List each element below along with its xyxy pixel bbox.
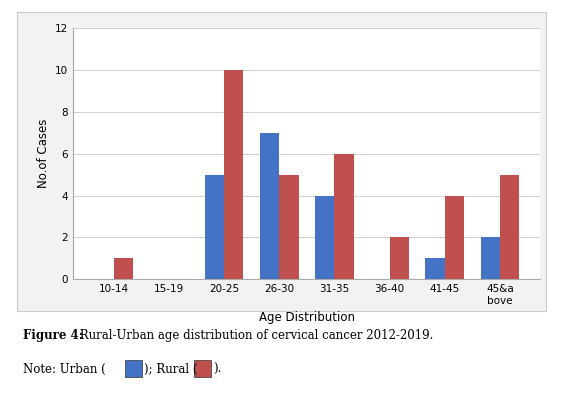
Text: Note: Urban (: Note: Urban ( — [23, 363, 105, 376]
X-axis label: Age Distribution: Age Distribution — [259, 311, 355, 324]
Bar — [205, 175, 224, 279]
Bar — [334, 154, 354, 279]
Bar — [260, 133, 279, 279]
Bar — [224, 70, 243, 279]
Bar — [279, 175, 298, 279]
Text: Figure 4:: Figure 4: — [23, 329, 83, 342]
Text: ); Rural (: ); Rural ( — [144, 363, 197, 376]
Bar — [426, 259, 445, 279]
Bar — [481, 237, 500, 279]
Bar — [445, 196, 464, 279]
Bar — [114, 259, 133, 279]
Bar — [500, 175, 519, 279]
Bar — [390, 237, 409, 279]
Y-axis label: No.of Cases: No.of Cases — [37, 119, 50, 188]
Text: ).: ). — [213, 363, 221, 376]
Bar — [315, 196, 334, 279]
Text: Rural-Urban age distribution of cervical cancer 2012-2019.: Rural-Urban age distribution of cervical… — [76, 329, 434, 342]
